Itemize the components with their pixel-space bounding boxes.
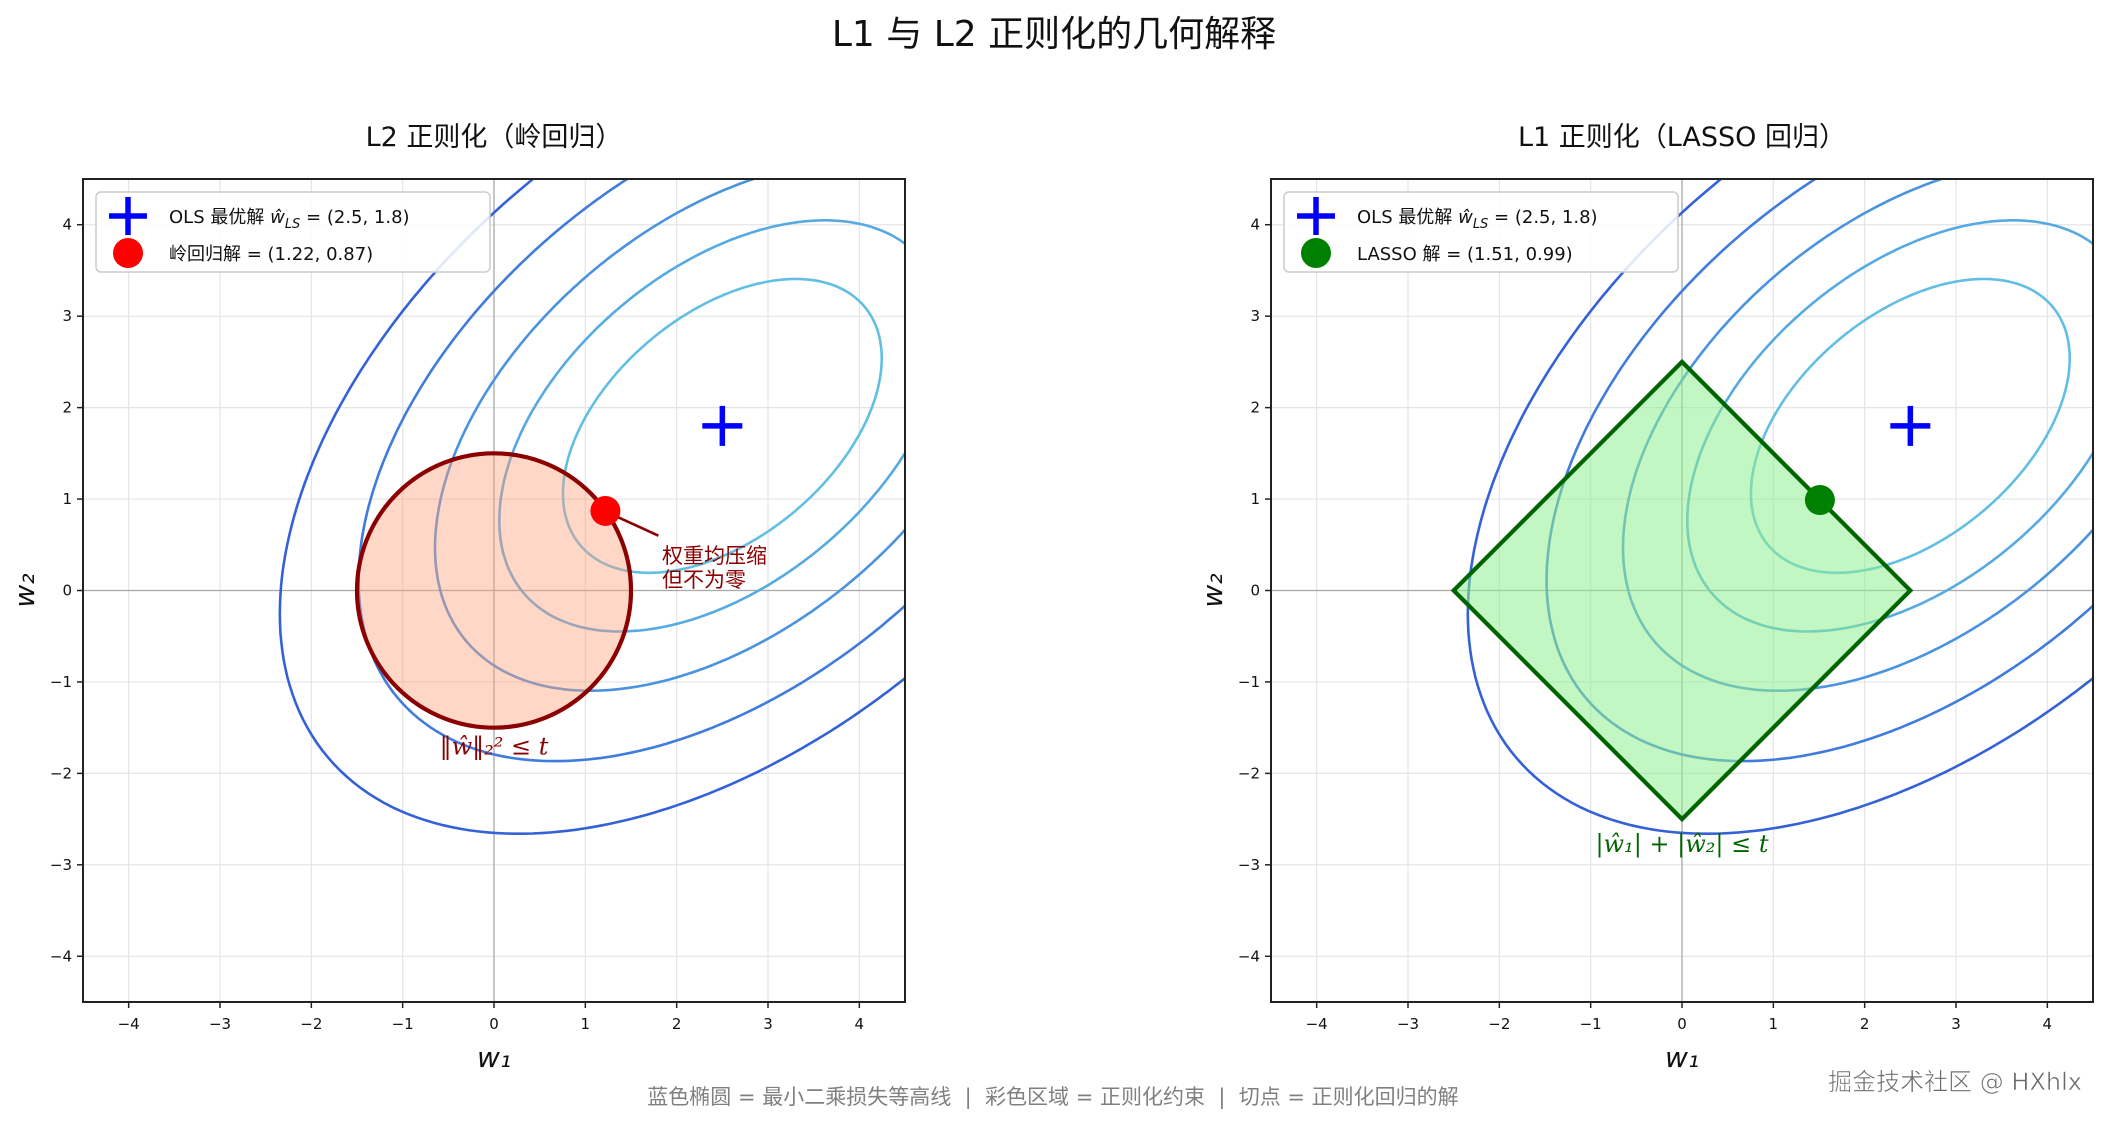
legend-dot-icon — [1301, 238, 1331, 268]
y-axis-label: w₂ — [8, 573, 41, 607]
x-tick-label: −3 — [209, 1015, 231, 1033]
x-tick-label: 2 — [1860, 1015, 1870, 1033]
subplot-title: L1 正则化（LASSO 回归） — [1518, 122, 1846, 153]
legend-text: OLS 最优解 — [1357, 207, 1458, 228]
y-tick-label: −1 — [50, 673, 72, 691]
lasso-plot: L1 正则化（LASSO 回归） |ŵ₁| + |ŵ₂| ≤ t −4 −3 −2 −1 0… — [1196, 122, 2094, 1074]
l2-constraint-fill — [357, 453, 631, 728]
y-tick-label: 1 — [62, 490, 72, 508]
loss-contour — [1545, 179, 2093, 763]
legend-text: = (2.5, 1.8) — [300, 207, 409, 228]
x-tick-label: 2 — [672, 1015, 682, 1033]
l1-constraint-diamond — [1450, 358, 1914, 823]
subplot-title: L2 正则化（岭回归） — [366, 122, 623, 153]
x-tick-label: 4 — [855, 1015, 865, 1033]
y-tick-label: −1 — [1238, 673, 1260, 691]
y-tick-label: 4 — [1250, 216, 1260, 234]
x-axis-label: w₁ — [477, 1041, 511, 1074]
x-tick-label: 0 — [1677, 1015, 1687, 1033]
solution-point — [1804, 484, 1835, 515]
solution-point — [590, 495, 621, 526]
legend-math-sub: LS — [1473, 217, 1489, 232]
annotation-text: 但不为零 — [662, 568, 746, 592]
legend-dot-icon — [113, 238, 143, 268]
loss-contour — [1749, 277, 2071, 575]
y-tick-label: 2 — [62, 399, 72, 417]
watermark: 掘金技术社区 @ HXhlx — [1828, 1068, 2082, 1096]
y-tick-label: 1 — [1250, 490, 1260, 508]
loss-contour — [357, 179, 905, 763]
legend-label-solution: 岭回归解 = (1.22, 0.87) — [169, 244, 373, 265]
x-tick-label: −1 — [1580, 1015, 1602, 1033]
figure-title: L1 与 L2 正则化的几何解释 — [832, 14, 1276, 55]
loss-contour — [278, 179, 905, 835]
annotation-text: 权重均压缩 — [662, 544, 767, 568]
x-tick-label: 0 — [489, 1015, 499, 1033]
x-axis-label: w₁ — [1665, 1041, 1699, 1074]
constraint-label: |ŵ₁| + |ŵ₂| ≤ t — [1595, 830, 1768, 859]
legend-text: OLS 最优解 — [169, 207, 270, 228]
constraint-label: ‖ŵ‖₂² ≤ t — [440, 733, 549, 762]
x-tick-label: 3 — [1951, 1015, 1961, 1033]
y-tick-label: 0 — [62, 582, 72, 600]
l1-constraint-fill — [1453, 361, 1911, 820]
x-tick-label: 3 — [763, 1015, 773, 1033]
annotation-arrow — [616, 515, 659, 537]
x-tick-label: −3 — [1397, 1015, 1419, 1033]
legend-label-ols: OLS 最优解 ŵLS = (2.5, 1.8) — [169, 207, 410, 232]
legend-text: = (2.5, 1.8) — [1488, 207, 1597, 228]
y-tick-label: 2 — [1250, 399, 1260, 417]
x-tick-label: 1 — [581, 1015, 591, 1033]
x-tick-label: −4 — [1306, 1015, 1328, 1033]
y-tick-label: −4 — [1238, 947, 1260, 965]
x-tick-label: −2 — [1488, 1015, 1510, 1033]
x-tick-label: 4 — [2043, 1015, 2053, 1033]
y-tick-label: 3 — [1250, 307, 1260, 325]
loss-contour — [561, 277, 883, 575]
y-tick-label: −4 — [50, 947, 72, 965]
legend-label-solution: LASSO 解 = (1.51, 0.99) — [1357, 244, 1573, 265]
y-tick-label: 3 — [62, 307, 72, 325]
y-tick-label: 4 — [62, 216, 72, 234]
legend-box — [95, 191, 491, 273]
y-tick-label: −2 — [1238, 764, 1260, 782]
x-tick-label: 1 — [1769, 1015, 1779, 1033]
y-tick-label: 0 — [1250, 582, 1260, 600]
legend-box — [1283, 191, 1679, 273]
y-axis-label: w₂ — [1196, 573, 1229, 607]
l2-constraint-circle — [354, 451, 634, 730]
footer-caption: 蓝色椭圆 = 最小二乘损失等高线 | 彩色区域 = 正则化约束 | 切点 = 正… — [647, 1085, 1458, 1110]
plot-area — [83, 179, 905, 1002]
legend-math-symbol: ŵ — [1458, 207, 1473, 228]
x-tick-label: −2 — [300, 1015, 322, 1033]
legend-label-ols: OLS 最优解 ŵLS = (2.5, 1.8) — [1357, 207, 1598, 232]
loss-contour — [433, 179, 905, 692]
y-tick-label: −3 — [1238, 856, 1260, 874]
y-tick-label: −2 — [50, 764, 72, 782]
legend-math-symbol: ŵ — [270, 207, 285, 228]
plot-area — [1271, 179, 2093, 1002]
loss-contour — [1466, 179, 2093, 835]
x-tick-label: −1 — [392, 1015, 414, 1033]
x-tick-label: −4 — [118, 1015, 140, 1033]
legend-math-sub: LS — [285, 217, 301, 232]
loss-contour — [497, 219, 905, 633]
y-tick-label: −3 — [50, 856, 72, 874]
